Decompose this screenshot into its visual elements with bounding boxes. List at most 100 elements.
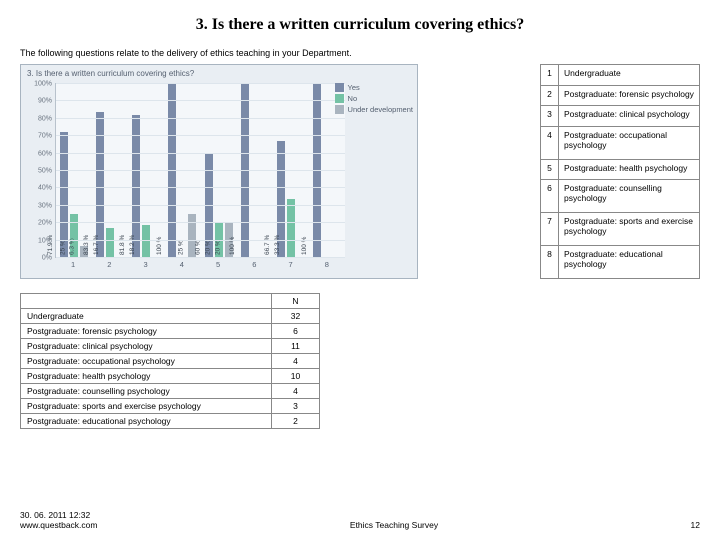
- bar-value-label: 6.3 %: [69, 238, 76, 255]
- key-row: 7Postgraduate: sports and exercise psych…: [541, 213, 700, 246]
- bar: 16.7 %: [106, 228, 114, 257]
- y-tick-label: 20%: [38, 220, 52, 227]
- n-row: Postgraduate: counselling psychology4: [21, 384, 320, 399]
- bar-value-label: 83.3 %: [83, 235, 90, 255]
- n-row-value: 32: [272, 309, 320, 324]
- n-row: Postgraduate: occupational psychology4: [21, 354, 320, 369]
- chart: 3. Is there a written curriculum coverin…: [20, 64, 418, 279]
- n-row: Postgraduate: sports and exercise psycho…: [21, 399, 320, 414]
- legend-item: Yes: [335, 83, 413, 92]
- gridline: 40%: [56, 187, 345, 188]
- legend-item: No: [335, 94, 413, 103]
- key-label: Postgraduate: health psychology: [559, 159, 700, 180]
- footer-center: Ethics Teaching Survey: [97, 520, 690, 530]
- bar-value-label: 25 %: [178, 240, 185, 255]
- bar: 18.2 %: [142, 225, 150, 257]
- n-row: Postgraduate: forensic psychology6: [21, 324, 320, 339]
- y-tick-label: 30%: [38, 202, 52, 209]
- key-label: Postgraduate: counselling psychology: [559, 180, 700, 213]
- key-label: Postgraduate: forensic psychology: [559, 85, 700, 106]
- key-label: Postgraduate: clinical psychology: [559, 106, 700, 127]
- key-num: 7: [541, 213, 559, 246]
- gridline: 0%: [56, 257, 345, 258]
- bar: 71.9 %: [60, 132, 68, 257]
- y-tick-label: 0%: [42, 255, 52, 262]
- x-tick-label: 2: [91, 260, 127, 274]
- n-row-value: 4: [272, 354, 320, 369]
- gridline: 70%: [56, 135, 345, 136]
- key-num: 1: [541, 65, 559, 86]
- ntable-n-header: N: [272, 294, 320, 309]
- y-tick-label: 60%: [38, 150, 52, 157]
- n-table: N Undergraduate32Postgraduate: forensic …: [20, 293, 320, 429]
- legend-label: No: [348, 94, 358, 103]
- key-row: 1Undergraduate: [541, 65, 700, 86]
- legend-item: Under development: [335, 105, 413, 114]
- y-tick-label: 100%: [34, 81, 52, 88]
- key-label: Undergraduate: [559, 65, 700, 86]
- chart-plot: 71.9 %25 %6.3 %83.3 %16.7 %81.8 %18.2 %1…: [55, 83, 345, 258]
- footer-source: www.questback.com: [20, 520, 97, 530]
- key-label: Postgraduate: educational psychology: [559, 246, 700, 279]
- legend-swatch: [335, 94, 344, 103]
- bar-value-label: 16.7 %: [93, 235, 100, 255]
- x-axis: 12345678: [55, 260, 345, 274]
- gridline: 100%: [56, 83, 345, 84]
- top-row: 3. Is there a written curriculum coverin…: [20, 64, 700, 279]
- bar-value-label: 20 %: [214, 240, 221, 255]
- gridline: 80%: [56, 118, 345, 119]
- legend-label: Yes: [348, 83, 360, 92]
- n-row-value: 2: [272, 414, 320, 429]
- x-tick-label: 5: [200, 260, 236, 274]
- y-tick-label: 80%: [38, 115, 52, 122]
- n-row-label: Postgraduate: occupational psychology: [21, 354, 272, 369]
- gridline: 30%: [56, 205, 345, 206]
- gridline: 20%: [56, 222, 345, 223]
- footer-left: 30. 06. 2011 12:32 www.questback.com: [20, 510, 97, 530]
- n-row-value: 6: [272, 324, 320, 339]
- ntable-empty-header: [21, 294, 272, 309]
- chart-legend: Yes No Under development: [335, 83, 413, 116]
- n-row: Postgraduate: educational psychology2: [21, 414, 320, 429]
- gridline: 60%: [56, 153, 345, 154]
- gridline: 50%: [56, 170, 345, 171]
- legend-swatch: [335, 83, 344, 92]
- key-num: 5: [541, 159, 559, 180]
- n-row-label: Postgraduate: sports and exercise psycho…: [21, 399, 272, 414]
- key-num: 8: [541, 246, 559, 279]
- category-key-table: 1Undergraduate2Postgraduate: forensic ps…: [540, 64, 700, 279]
- n-row: Postgraduate: health psychology10: [21, 369, 320, 384]
- page-title: 3. Is there a written curriculum coverin…: [20, 16, 700, 34]
- legend-label: Under development: [348, 105, 413, 114]
- key-row: 2Postgraduate: forensic psychology: [541, 85, 700, 106]
- bar-value-label: 18.2 %: [129, 235, 136, 255]
- n-row-label: Postgraduate: counselling psychology: [21, 384, 272, 399]
- footer-timestamp: 30. 06. 2011 12:32: [20, 510, 97, 520]
- y-tick-label: 40%: [38, 185, 52, 192]
- n-row-value: 11: [272, 339, 320, 354]
- n-row-label: Postgraduate: health psychology: [21, 369, 272, 384]
- footer-page: 12: [691, 520, 700, 530]
- key-num: 6: [541, 180, 559, 213]
- key-label: Postgraduate: sports and exercise psycho…: [559, 213, 700, 246]
- y-tick-label: 50%: [38, 168, 52, 175]
- key-row: 6Postgraduate: counselling psychology: [541, 180, 700, 213]
- y-tick-label: 90%: [38, 98, 52, 105]
- key-num: 3: [541, 106, 559, 127]
- x-tick-label: 7: [273, 260, 309, 274]
- n-row-value: 4: [272, 384, 320, 399]
- key-num: 2: [541, 85, 559, 106]
- key-row: 5Postgraduate: health psychology: [541, 159, 700, 180]
- bar-value-label: 33.3 %: [274, 235, 281, 255]
- bar-value-label: 81.8 %: [119, 235, 126, 255]
- n-row-label: Postgraduate: forensic psychology: [21, 324, 272, 339]
- bar: 33.3 %: [287, 199, 295, 257]
- bar-value-label: 60 %: [194, 240, 201, 255]
- bar-value-label: 20 %: [204, 240, 211, 255]
- key-row: 3Postgraduate: clinical psychology: [541, 106, 700, 127]
- intro-text: The following questions relate to the de…: [20, 48, 700, 58]
- x-tick-label: 1: [55, 260, 91, 274]
- gridline: 10%: [56, 240, 345, 241]
- n-row-value: 10: [272, 369, 320, 384]
- chart-title: 3. Is there a written curriculum coverin…: [27, 69, 194, 78]
